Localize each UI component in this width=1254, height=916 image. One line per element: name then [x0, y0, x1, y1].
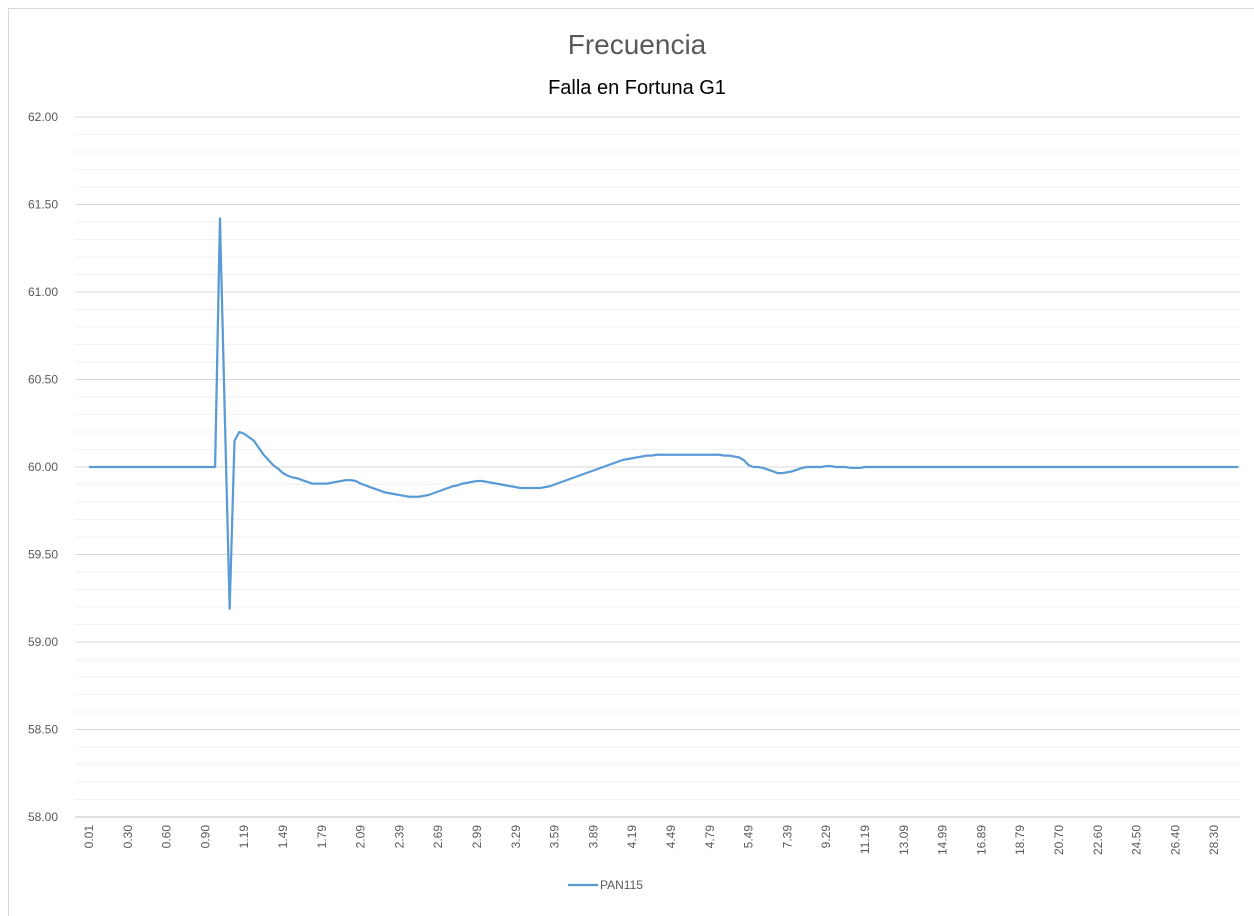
x-tick-label: 28.30	[1207, 825, 1221, 855]
y-tick-label: 61.50	[28, 198, 58, 212]
x-tick-label: 1.19	[237, 825, 251, 849]
y-tick-label: 62.00	[28, 110, 58, 124]
x-tick-label: 9.29	[819, 825, 833, 849]
x-tick-label: 0.01	[82, 825, 96, 849]
x-tick-label: 4.79	[703, 825, 717, 849]
x-tick-label: 1.49	[276, 825, 290, 849]
y-tick-label: 59.50	[28, 548, 58, 562]
x-tick-label: 1.79	[315, 825, 329, 849]
y-tick-label: 58.50	[28, 723, 58, 737]
y-tick-label: 60.50	[28, 373, 58, 387]
legend-label: PAN115	[600, 878, 643, 892]
line-series	[89, 217, 1239, 610]
x-tick-label: 3.89	[586, 825, 600, 849]
x-tick-label: 24.50	[1130, 825, 1144, 855]
x-tick-label: 18.79	[1013, 825, 1027, 855]
x-tick-label: 4.19	[625, 825, 639, 849]
y-tick-label: 59.00	[28, 635, 58, 649]
x-tick-label: 16.89	[974, 825, 988, 855]
x-tick-label: 2.09	[354, 825, 368, 849]
chart-subtitle: Falla en Fortuna G1	[548, 77, 726, 99]
x-tick-label: 7.39	[780, 825, 794, 849]
x-tick-label: 4.49	[664, 825, 678, 849]
x-tick-label: 11.19	[858, 825, 872, 854]
y-tick-label: 58.00	[28, 810, 58, 824]
x-tick-label: 2.69	[431, 825, 445, 849]
y-tick-label: 61.00	[28, 285, 58, 299]
x-tick-label: 14.99	[936, 825, 950, 855]
x-tick-label: 3.29	[509, 825, 523, 849]
x-tick-label: 26.40	[1168, 825, 1182, 855]
x-tick-label: 2.39	[392, 825, 406, 849]
x-tick-label: 20.70	[1052, 825, 1066, 855]
x-tick-label: 0.30	[121, 825, 135, 849]
chart-frame	[8, 8, 1254, 916]
x-tick-label: 22.60	[1091, 825, 1105, 855]
x-tick-label: 5.49	[742, 825, 756, 849]
x-tick-label: 3.59	[548, 825, 562, 849]
x-tick-label: 0.90	[198, 825, 212, 849]
chart-title: Frecuencia	[568, 29, 707, 60]
y-tick-label: 60.00	[28, 460, 58, 474]
x-tick-label: 2.99	[470, 825, 484, 849]
x-tick-label: 0.60	[160, 825, 174, 849]
x-tick-label: 13.09	[897, 825, 911, 855]
